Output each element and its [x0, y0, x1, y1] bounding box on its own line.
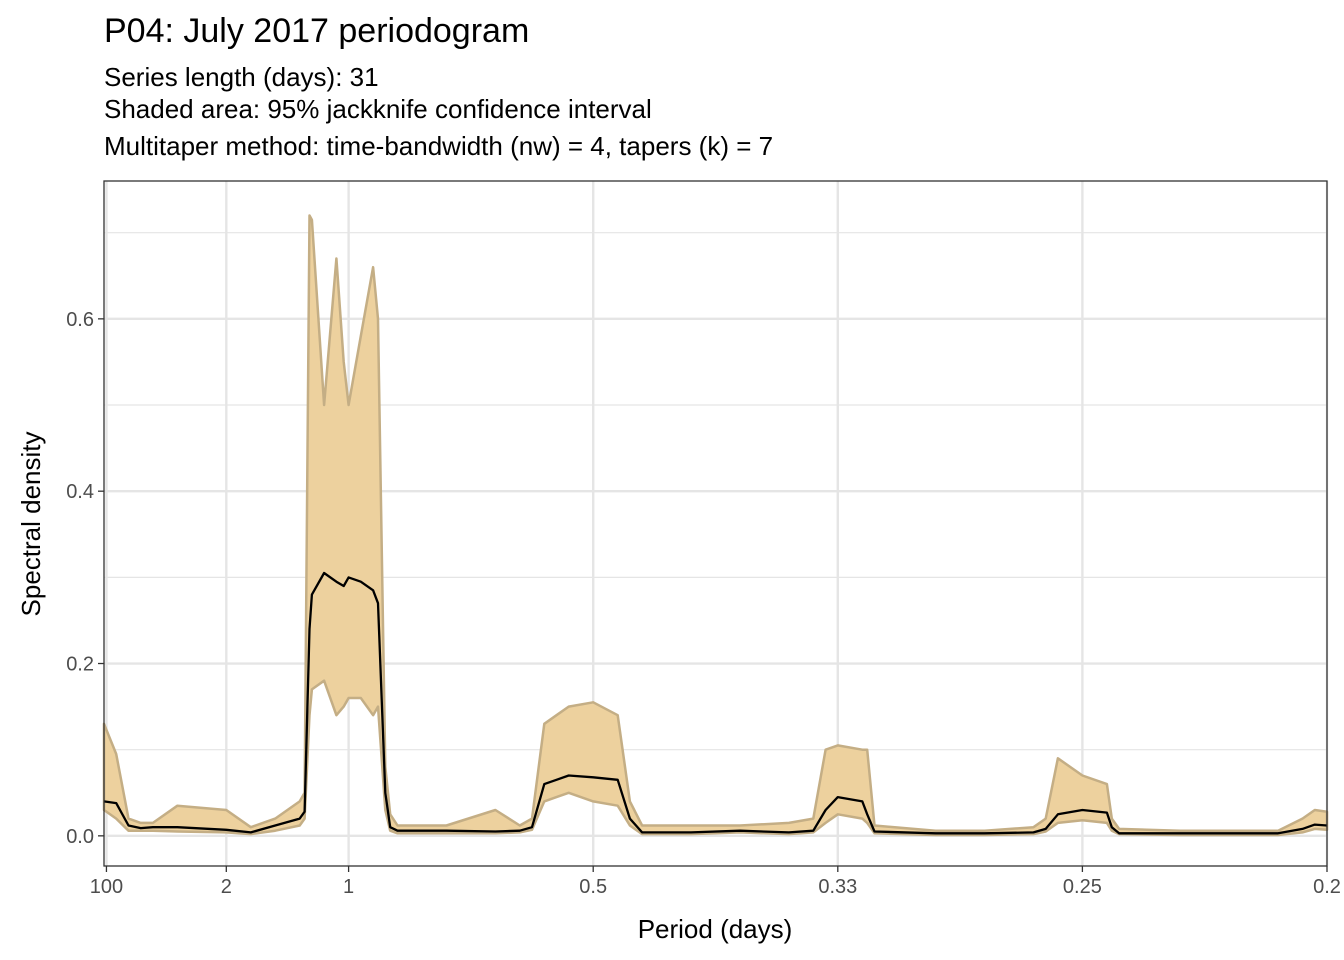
- x-tick-label: 0.25: [1063, 876, 1102, 898]
- subtitle-series-length: Series length (days): 31: [104, 62, 379, 92]
- x-tick-label: 1: [343, 876, 354, 898]
- axes: 0.0 0.2 0.4 0.6 100 2 1 0.5 0.33 0.25 0.2: [66, 309, 1341, 898]
- subtitle-multitaper: Multitaper method: time-bandwidth (nw) =…: [104, 131, 774, 161]
- x-axis-title: Period (days): [638, 914, 793, 944]
- plot-frame: [103, 180, 1328, 867]
- y-tick-label: 0.6: [66, 309, 94, 331]
- subtitle-shaded-area: Shaded area: 95% jackknife confidence in…: [104, 94, 652, 124]
- y-tick-label: 0.4: [66, 481, 94, 503]
- spectral-density-line: [103, 571, 1328, 835]
- y-tick-label: 0.2: [66, 654, 94, 676]
- x-tick-label: 0.2: [1313, 876, 1341, 898]
- y-tick-label: 0.0: [66, 826, 94, 848]
- y-axis-title: Spectral density: [16, 432, 46, 617]
- x-tick-label: 2: [221, 876, 232, 898]
- x-tick-label: 0.33: [818, 876, 857, 898]
- plot-panel: [104, 181, 1327, 866]
- x-tick-label: 100: [90, 876, 123, 898]
- x-tick-label: 0.5: [579, 876, 607, 898]
- chart-title: P04: July 2017 periodogram: [104, 12, 530, 50]
